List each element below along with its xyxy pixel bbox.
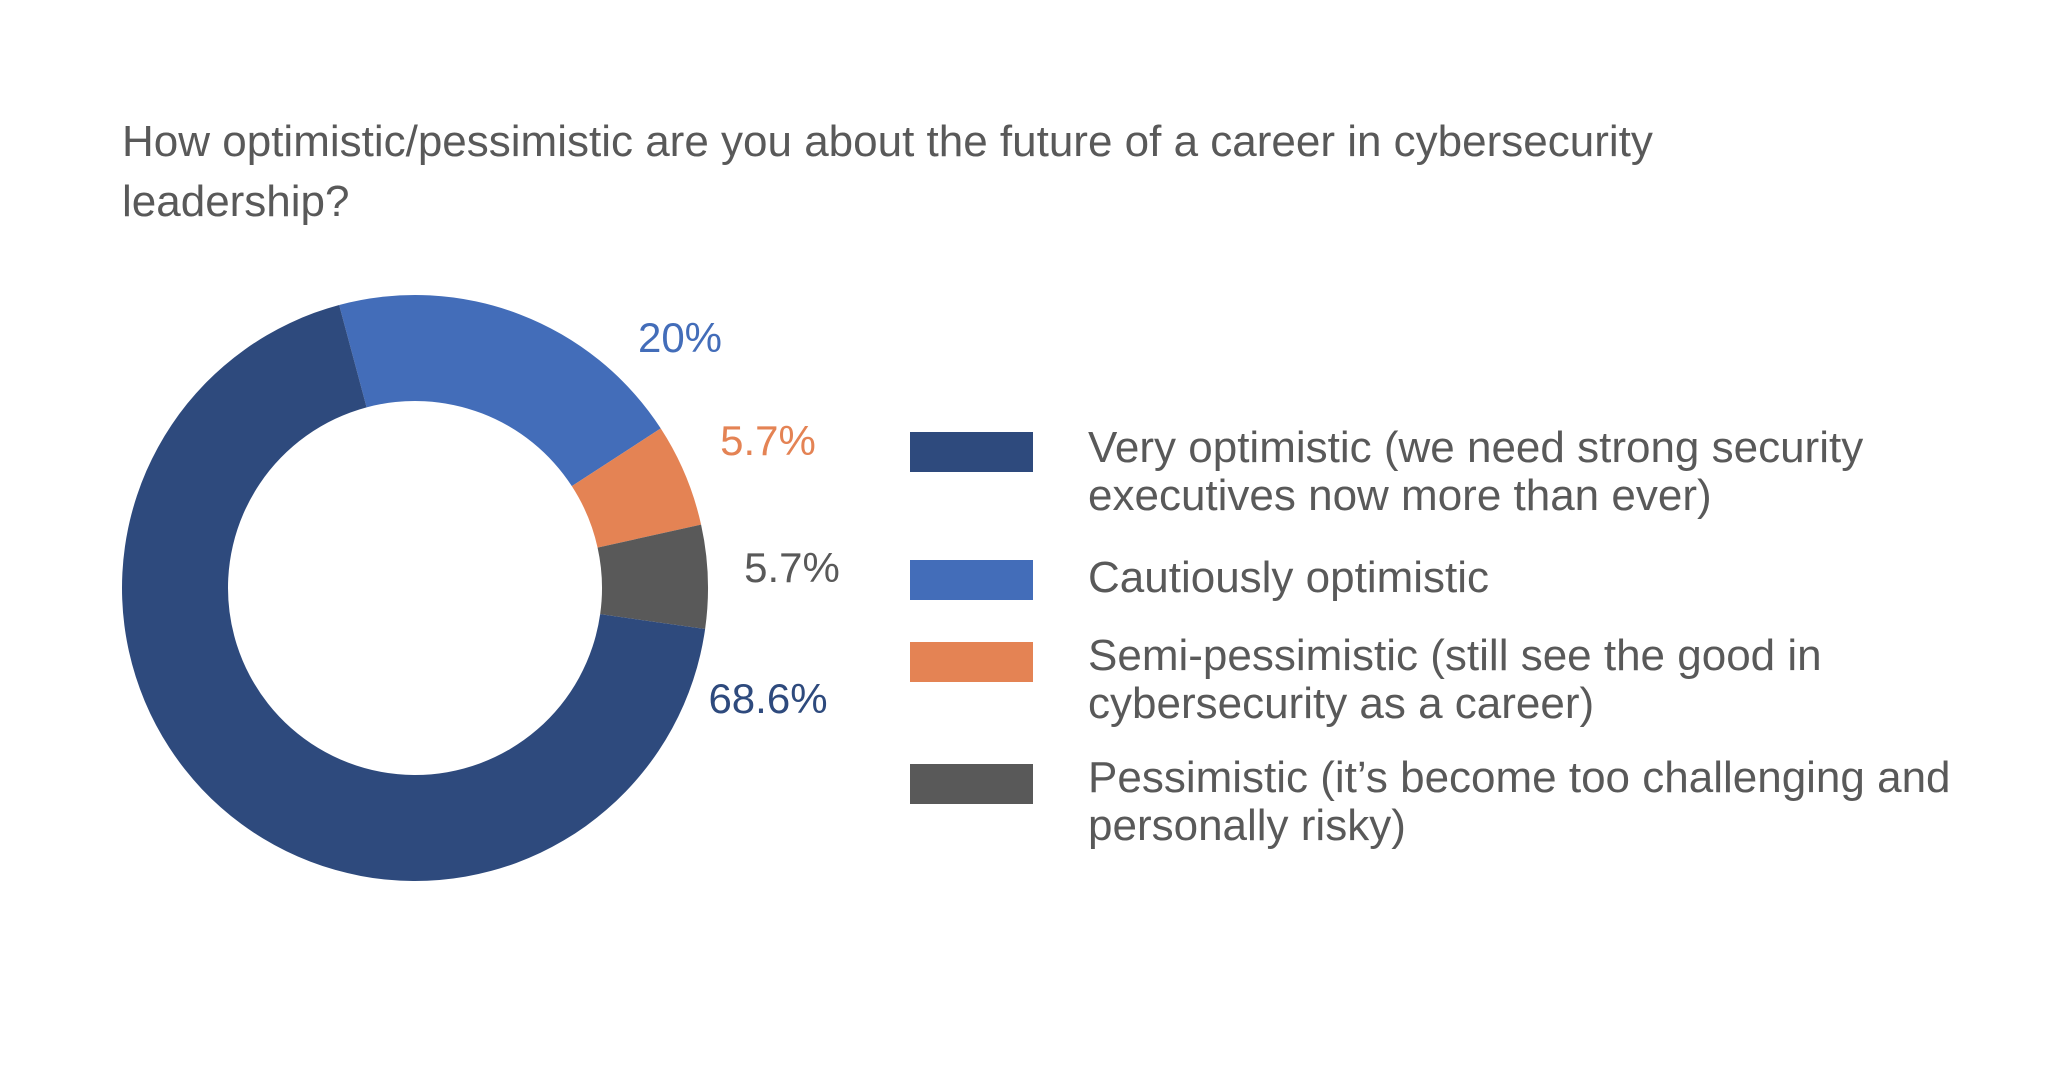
slice-value-label: 5.7% xyxy=(720,417,816,464)
legend-swatch xyxy=(910,432,1033,472)
legend-swatch xyxy=(910,642,1033,682)
slice-value-label: 5.7% xyxy=(744,544,840,591)
legend-swatch xyxy=(910,560,1033,600)
legend-label: Semi-pessimistic (still see the good in … xyxy=(1088,632,1988,728)
donut-slice xyxy=(339,295,661,486)
legend-label: Very optimistic (we need strong security… xyxy=(1088,424,1988,520)
donut-slices xyxy=(122,295,708,881)
legend-label: Pessimistic (it’s become too challenging… xyxy=(1088,754,1988,850)
slice-value-label: 20% xyxy=(638,314,722,361)
legend-swatch xyxy=(910,764,1033,804)
slice-value-label: 68.6% xyxy=(708,675,827,722)
legend-label: Cautiously optimistic xyxy=(1088,554,1988,602)
